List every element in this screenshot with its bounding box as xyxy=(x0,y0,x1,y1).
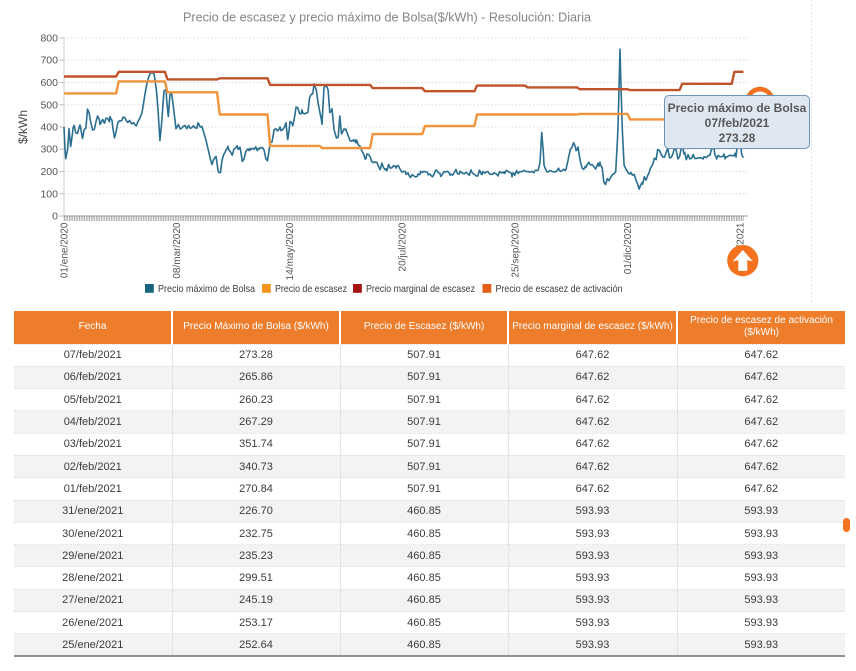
svg-text:25/sep/2020: 25/sep/2020 xyxy=(510,222,521,277)
svg-text:0: 0 xyxy=(52,211,58,223)
svg-text:Precio marginal de escasez: Precio marginal de escasez xyxy=(366,284,475,295)
svg-text:500: 500 xyxy=(40,99,58,111)
svg-text:300: 300 xyxy=(40,144,58,156)
svg-text:Precio máximo de Bolsa: Precio máximo de Bolsa xyxy=(158,284,255,295)
svg-text:800: 800 xyxy=(40,33,58,45)
svg-text:20/jul/2020: 20/jul/2020 xyxy=(398,222,409,271)
svg-text:600: 600 xyxy=(40,77,58,89)
svg-text:14/may/2020: 14/may/2020 xyxy=(285,222,296,280)
svg-text:200: 200 xyxy=(40,166,58,178)
svg-text:100: 100 xyxy=(40,188,58,200)
svg-text:400: 400 xyxy=(40,122,58,134)
svg-text:Precio de escasez de activació: Precio de escasez de activación xyxy=(496,284,623,295)
svg-text:01/ene/2020: 01/ene/2020 xyxy=(60,222,71,278)
svg-text:$/kWh: $/kWh xyxy=(16,110,30,144)
svg-text:Precio de escasez: Precio de escasez xyxy=(275,284,347,295)
svg-text:01/dic/2020: 01/dic/2020 xyxy=(623,222,634,274)
svg-text:08/mar/2020: 08/mar/2020 xyxy=(172,222,183,279)
svg-text:Precio de escasez y precio máx: Precio de escasez y precio máximo de Bol… xyxy=(183,11,591,25)
svg-text:700: 700 xyxy=(40,55,58,67)
